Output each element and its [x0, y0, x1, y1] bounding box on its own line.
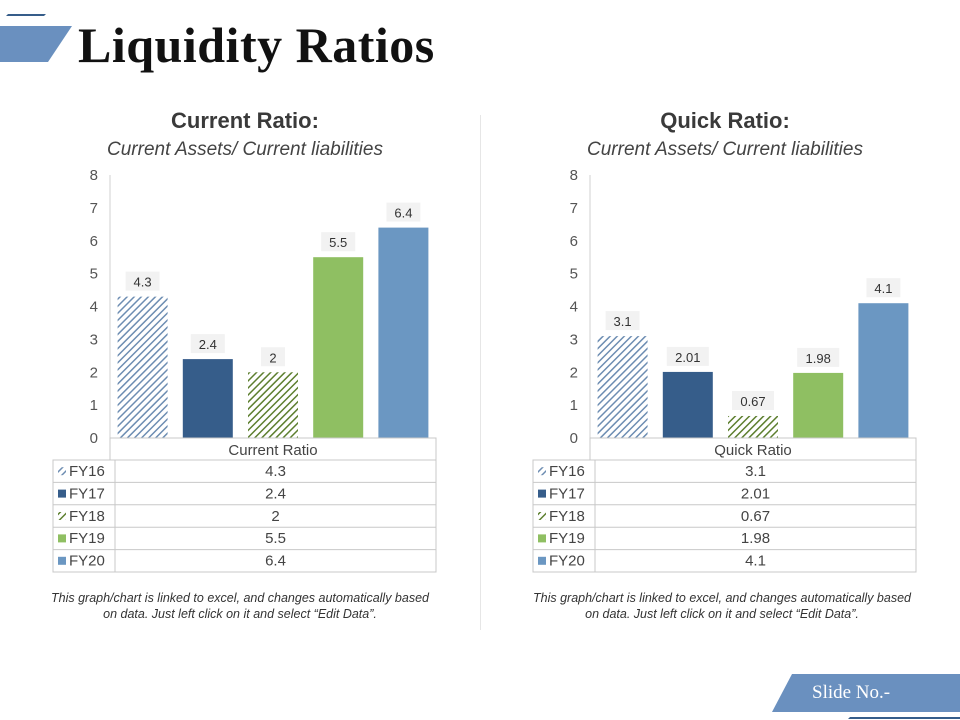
current-ratio-y-tick: 7 — [90, 200, 98, 217]
current-ratio-table-category: FY18 — [69, 508, 105, 525]
title-decoration — [0, 14, 72, 62]
quick-ratio-table-header: Quick Ratio — [714, 442, 792, 459]
current-ratio-legend-key-fy19 — [58, 534, 66, 543]
current-ratio-legend-key-fy18 — [58, 512, 66, 520]
current-ratio-bar-fy16 — [117, 296, 168, 438]
current-ratio-data-label-fy18: 2 — [269, 350, 276, 365]
quick-ratio-y-tick: 0 — [570, 430, 578, 447]
quick-ratio-bar-fy18 — [728, 415, 778, 438]
current-ratio-y-tick: 4 — [90, 299, 98, 316]
quick-ratio-data-label-fy20: 4.1 — [874, 281, 892, 296]
quick-ratio-table-border — [532, 459, 917, 573]
quick-ratio-bar-fy17 — [662, 371, 713, 438]
current-ratio-legend-key-fy16 — [58, 467, 66, 476]
quick-ratio-data-label-fy19: 1.98 — [806, 351, 831, 366]
quick-ratio-chart: Quick Ratio: Current Assets/ Current liab… — [532, 108, 917, 573]
current-ratio-note: This graph/chart is linked to excel, and… — [51, 591, 429, 621]
quick-ratio-title: Quick Ratio: — [660, 108, 790, 133]
quick-ratio-data-label-fy16: 3.1 — [614, 314, 632, 329]
current-ratio-data-label-fy19: 5.5 — [329, 235, 347, 250]
current-ratio-bar-fy19 — [313, 257, 364, 438]
slide-number: Slide No.- — [812, 682, 891, 703]
quick-ratio-table-value: 3.1 — [745, 463, 766, 480]
current-ratio-bar-fy20 — [378, 227, 429, 438]
current-ratio-y-tick: 1 — [90, 397, 98, 414]
footer-shape — [772, 674, 960, 712]
quick-ratio-data-label-box — [666, 346, 709, 366]
current-ratio-subtitle: Current Assets/ Current liabilities — [107, 139, 383, 160]
quick-ratio-bar-fy20 — [858, 303, 909, 438]
current-ratio-data-label-box — [386, 202, 421, 222]
current-ratio-data-label-fy20: 6.4 — [394, 206, 412, 221]
quick-ratio-table-value: 2.01 — [741, 485, 770, 502]
current-ratio-table-category: FY17 — [69, 485, 105, 502]
current-ratio-bar-fy18 — [248, 372, 298, 438]
quick-ratio-y-tick: 3 — [570, 331, 578, 348]
quick-ratio-legend-key-fy20 — [538, 556, 546, 565]
title-deco-line — [6, 14, 46, 16]
quick-ratio-data-label-box — [605, 311, 640, 331]
quick-ratio-table-category: FY18 — [549, 508, 585, 525]
quick-ratio-data-label-box — [866, 278, 901, 298]
quick-ratio-table-category: FY20 — [549, 553, 585, 570]
current-ratio-y-tick: 8 — [90, 167, 98, 184]
current-ratio-data-label-box — [190, 334, 225, 354]
current-ratio-table-category: FY19 — [69, 530, 105, 547]
current-ratio-table-border — [52, 459, 437, 573]
current-ratio-table-value: 2 — [271, 508, 279, 525]
current-ratio-table-value: 4.3 — [265, 463, 286, 480]
page-title: Liquidity Ratios — [78, 17, 435, 73]
quick-ratio-y-tick: 6 — [570, 233, 578, 250]
quick-ratio-y-tick: 8 — [570, 167, 578, 184]
quick-ratio-data-label-box — [732, 390, 774, 410]
current-ratio-y-tick: 5 — [90, 266, 98, 283]
current-ratio-legend-key-fy17 — [58, 489, 66, 498]
quick-ratio-table-category: FY17 — [549, 485, 585, 502]
quick-ratio-table-value: 4.1 — [745, 553, 766, 570]
quick-ratio-subtitle: Current Assets/ Current liabilities — [587, 139, 863, 160]
quick-ratio-data-label-box — [797, 347, 840, 367]
quick-ratio-table-value: 0.67 — [741, 508, 770, 525]
current-ratio-data-label-box — [321, 232, 356, 252]
quick-ratio-bar-fy16 — [597, 336, 648, 438]
quick-ratio-y-tick: 5 — [570, 266, 578, 283]
current-ratio-table-category: FY20 — [69, 553, 105, 570]
current-ratio-table-value: 6.4 — [265, 553, 286, 570]
current-ratio-data-label-box — [125, 271, 160, 291]
quick-ratio-y-tick: 2 — [570, 364, 578, 381]
quick-ratio-legend-key-fy19 — [538, 534, 546, 543]
current-ratio-table-category: FY16 — [69, 463, 105, 480]
quick-ratio-y-tick: 7 — [570, 200, 578, 217]
current-ratio-bar-fy17 — [182, 359, 233, 438]
quick-ratio-bar-fy19 — [793, 372, 844, 438]
current-ratio-y-tick: 0 — [90, 430, 98, 447]
quick-ratio-data-label-fy17: 2.01 — [675, 350, 700, 365]
footer-line — [848, 717, 960, 719]
quick-ratio-legend-key-fy17 — [538, 489, 546, 498]
quick-ratio-legend-key-fy16 — [538, 467, 546, 476]
quick-ratio-table-value: 1.98 — [741, 530, 770, 547]
current-ratio-y-tick: 2 — [90, 364, 98, 381]
current-ratio-data-label-box — [261, 347, 285, 367]
current-ratio-data-label-fy17: 2.4 — [199, 337, 217, 352]
current-ratio-legend-key-fy20 — [58, 556, 66, 565]
quick-ratio-data-label-fy18: 0.67 — [740, 394, 765, 409]
quick-ratio-legend-key-fy18 — [538, 512, 546, 520]
current-ratio-y-tick: 6 — [90, 233, 98, 250]
title-deco-shape — [0, 26, 72, 62]
current-ratio-chart: Current Ratio: Current Assets/ Current li… — [52, 108, 437, 573]
current-ratio-table-header: Current Ratio — [228, 442, 317, 459]
current-ratio-data-label-fy16: 4.3 — [134, 275, 152, 290]
current-ratio-y-tick: 3 — [90, 331, 98, 348]
current-ratio-title: Current Ratio: — [171, 108, 319, 133]
quick-ratio-table-category: FY19 — [549, 530, 585, 547]
quick-ratio-note: This graph/chart is linked to excel, and… — [533, 591, 911, 621]
quick-ratio-table-category: FY16 — [549, 463, 585, 480]
current-ratio-table-value: 5.5 — [265, 530, 286, 547]
quick-ratio-y-tick: 1 — [570, 397, 578, 414]
footer-bar — [772, 674, 960, 719]
quick-ratio-y-tick: 4 — [570, 299, 578, 316]
chart-divider — [480, 115, 481, 630]
current-ratio-table-value: 2.4 — [265, 485, 286, 502]
